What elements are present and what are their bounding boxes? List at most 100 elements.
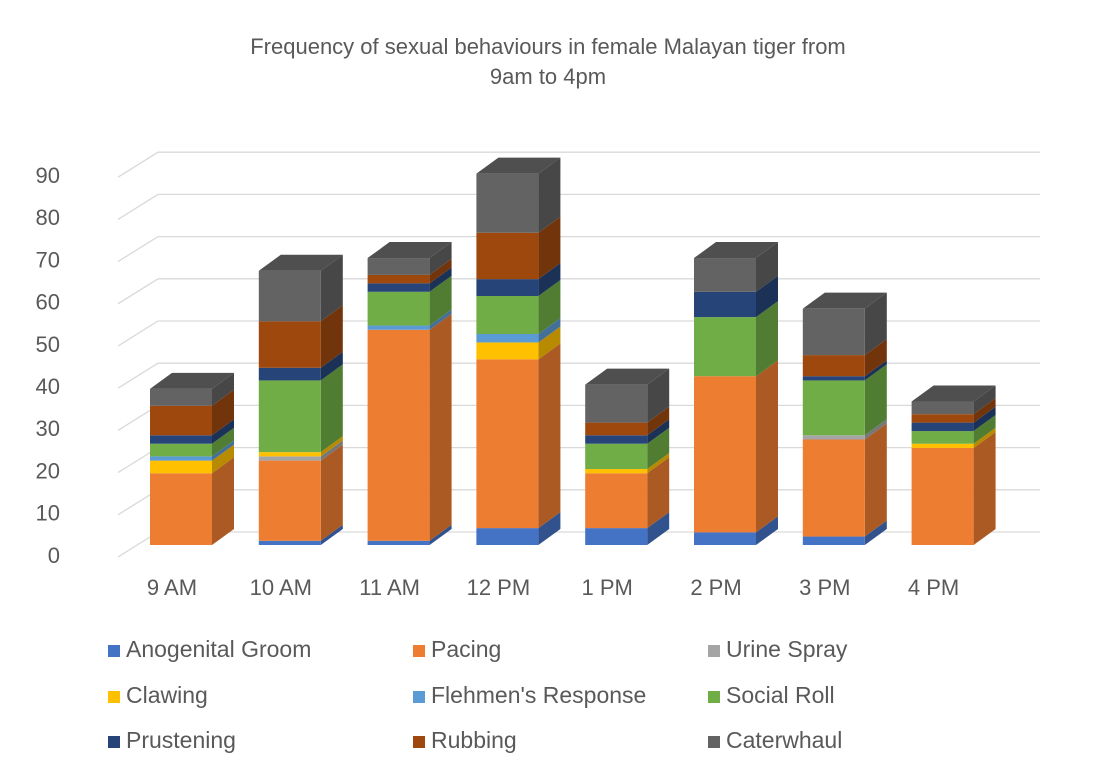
bar xyxy=(911,431,974,444)
bar-side xyxy=(864,423,887,537)
legend-label: Social Roll xyxy=(726,682,835,708)
bar-top xyxy=(802,292,887,309)
bar-side xyxy=(320,305,343,368)
bar-side xyxy=(538,318,561,343)
bar-side xyxy=(429,258,452,284)
y-tick-label: 10 xyxy=(36,501,60,526)
bar xyxy=(802,536,865,545)
bar-side xyxy=(973,398,996,423)
bar-side xyxy=(538,157,561,233)
bar-top xyxy=(476,157,561,174)
bar xyxy=(911,447,974,545)
bar-side xyxy=(864,360,887,381)
bar xyxy=(150,473,212,545)
legend-swatch xyxy=(413,736,425,748)
bar-side xyxy=(756,301,778,377)
bar-side xyxy=(864,364,887,436)
bar-side xyxy=(756,360,778,533)
bar-top xyxy=(585,368,670,385)
y-tick-label: 0 xyxy=(48,543,60,568)
bar-side xyxy=(538,263,561,297)
bar-side xyxy=(864,520,887,545)
bar-side xyxy=(429,267,452,292)
bar-side xyxy=(756,242,778,292)
bar-side xyxy=(429,242,452,275)
bar xyxy=(150,405,212,436)
bar-side xyxy=(320,440,343,461)
bar-side xyxy=(538,343,561,529)
bar-top xyxy=(694,242,778,259)
bar xyxy=(258,460,321,541)
bar xyxy=(585,422,648,436)
bar-side xyxy=(864,339,887,377)
bar-side xyxy=(973,415,996,444)
bar xyxy=(476,232,539,280)
bar-side xyxy=(212,372,234,406)
bar-side xyxy=(973,406,996,432)
bar xyxy=(585,435,648,444)
bar xyxy=(150,443,212,457)
legend-label: Clawing xyxy=(126,682,208,708)
bar xyxy=(585,528,648,545)
bar xyxy=(802,439,865,537)
bar-side xyxy=(647,453,670,474)
bar xyxy=(476,528,539,545)
x-tick-label: 2 PM xyxy=(690,575,741,600)
x-tick-label: 3 PM xyxy=(799,575,850,600)
bar xyxy=(367,540,430,545)
legend-label: Urine Spray xyxy=(726,636,848,662)
bar xyxy=(694,532,756,545)
bar xyxy=(694,317,756,377)
legend-label: Anogenital Groom xyxy=(126,636,311,662)
bar-side xyxy=(429,275,452,326)
bar-side xyxy=(973,431,996,545)
bar-side xyxy=(320,524,343,545)
bar-side xyxy=(756,516,778,545)
legend-swatch xyxy=(108,691,120,703)
bar xyxy=(367,274,430,284)
bar xyxy=(476,173,539,233)
bar xyxy=(911,414,974,423)
legend-label: Flehmen's Response xyxy=(431,682,646,708)
legend-label: Caterwhaul xyxy=(726,727,842,753)
bar-side xyxy=(212,444,234,474)
bar xyxy=(258,456,321,461)
bar-side xyxy=(973,427,996,448)
bar xyxy=(585,384,648,423)
bar xyxy=(150,388,212,406)
bar xyxy=(258,321,321,368)
bar xyxy=(476,334,539,343)
bar-side xyxy=(429,524,452,545)
bar-side xyxy=(864,292,887,356)
y-tick-label: 30 xyxy=(36,416,60,441)
bar xyxy=(911,422,974,432)
bar-side xyxy=(212,440,234,461)
bar-side xyxy=(647,512,670,545)
bar-side xyxy=(973,385,996,415)
bar-top xyxy=(367,242,452,259)
bar xyxy=(476,359,539,529)
bar xyxy=(150,435,212,444)
bar-side xyxy=(320,351,343,381)
bar xyxy=(694,291,756,318)
bar-side xyxy=(320,254,343,322)
bar-side xyxy=(212,457,234,545)
grid-line xyxy=(117,193,1040,220)
bar-side xyxy=(429,309,452,330)
bar-side xyxy=(320,444,343,541)
y-tick-label: 70 xyxy=(36,247,60,272)
bar-top xyxy=(911,385,996,402)
bar-top xyxy=(258,254,343,271)
y-tick-label: 60 xyxy=(36,290,60,315)
bar xyxy=(802,376,865,381)
legend-swatch xyxy=(708,691,720,703)
chart-title: Frequency of sexual behaviours in female… xyxy=(250,34,846,59)
bar xyxy=(150,460,212,474)
bar xyxy=(585,469,648,474)
legend-swatch xyxy=(413,645,425,657)
bar xyxy=(802,308,865,356)
bar xyxy=(258,270,321,322)
bar-side xyxy=(212,427,234,457)
bar xyxy=(476,296,539,334)
